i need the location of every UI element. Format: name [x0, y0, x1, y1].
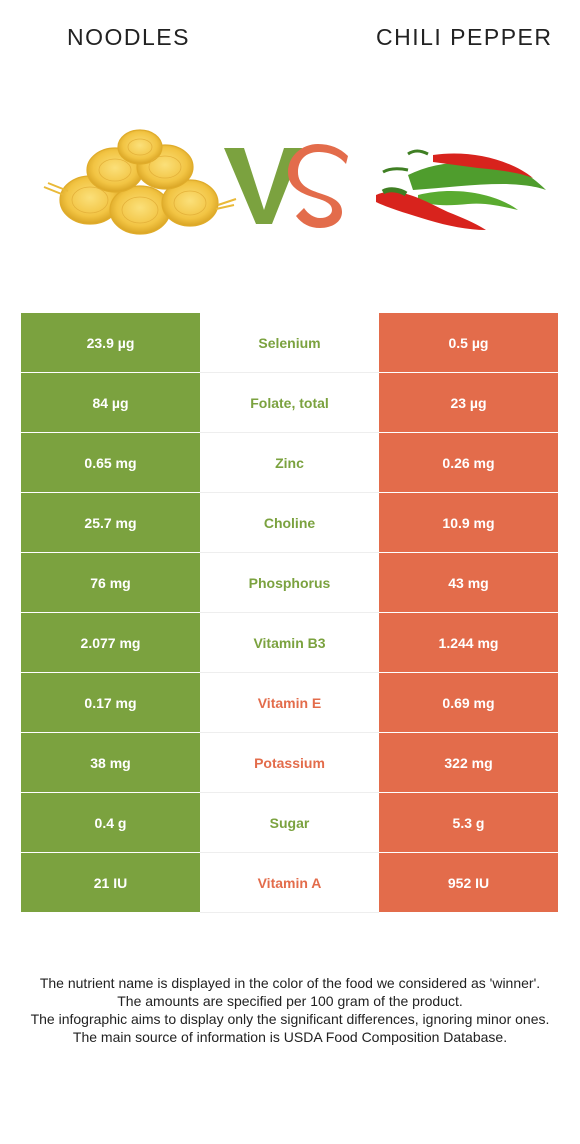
noodles-value: 25.7 mg [21, 492, 200, 553]
note-winner: The nutrient name is displayed in the co… [39, 975, 541, 991]
noodles-value: 38 mg [21, 732, 200, 793]
chili-pepper-value: 5.3 g [379, 792, 558, 853]
table-row: 38 mg Potassium 322 mg [21, 732, 558, 793]
chili-pepper-value: 0.69 mg [379, 672, 558, 733]
nutrient-name: Vitamin E [200, 672, 379, 733]
nutrient-name: Potassium [200, 732, 379, 793]
note-differences: The infographic aims to display only the… [30, 1011, 550, 1027]
table-row: 25.7 mg Choline 10.9 mg [21, 492, 558, 553]
right-food-title: CHILI PEPPER [376, 24, 553, 50]
nutrient-name: Choline [200, 492, 379, 553]
table-row: 2.077 mg Vitamin B3 1.244 mg [21, 612, 558, 673]
chili-pepper-value: 1.244 mg [379, 612, 558, 673]
noodles-value: 2.077 mg [21, 612, 200, 673]
noodles-image [43, 129, 237, 235]
chili-pepper-value: 10.9 mg [379, 492, 558, 553]
note-amounts: The amounts are specified per 100 gram o… [117, 993, 463, 1009]
nutrient-name: Phosphorus [200, 552, 379, 613]
comparison-table: 23.9 µg Selenium 0.5 µg 84 µg Folate, total 2… [21, 313, 558, 913]
vs-label [224, 144, 348, 228]
footnotes: The nutrient name is displayed in the co… [20, 974, 560, 1046]
nutrient-name: Vitamin B3 [200, 612, 379, 673]
noodles-value: 76 mg [21, 552, 200, 613]
nutrient-name: Zinc [200, 432, 379, 493]
noodles-value: 21 IU [21, 852, 200, 913]
chili-pepper-value: 43 mg [379, 552, 558, 613]
noodles-value: 84 µg [21, 372, 200, 433]
nutrient-name: Selenium [200, 313, 379, 373]
noodles-value: 0.4 g [21, 792, 200, 853]
table-row: 0.4 g Sugar 5.3 g [21, 792, 558, 853]
nutrient-name: Folate, total [200, 372, 379, 433]
left-food-title: NOODLES [67, 24, 190, 50]
table-row: 84 µg Folate, total 23 µg [21, 372, 558, 433]
note-source: The main source of information is USDA F… [72, 1029, 508, 1045]
chili-pepper-value: 952 IU [379, 852, 558, 913]
table-row: 0.17 mg Vitamin E 0.69 mg [21, 672, 558, 733]
chili-pepper-image [376, 149, 546, 230]
table-row: 0.65 mg Zinc 0.26 mg [21, 432, 558, 493]
noodles-value: 0.17 mg [21, 672, 200, 733]
chili-pepper-value: 0.26 mg [379, 432, 558, 493]
nutrient-name: Vitamin A [200, 852, 379, 913]
noodles-value: 23.9 µg [21, 313, 200, 373]
table-row: 21 IU Vitamin A 952 IU [21, 852, 558, 913]
table-row: 23.9 µg Selenium 0.5 µg [21, 313, 558, 373]
chili-pepper-value: 23 µg [379, 372, 558, 433]
noodles-value: 0.65 mg [21, 432, 200, 493]
chili-pepper-value: 322 mg [379, 732, 558, 793]
table-row: 76 mg Phosphorus 43 mg [21, 552, 558, 613]
chili-pepper-value: 0.5 µg [379, 313, 558, 373]
nutrient-name: Sugar [200, 792, 379, 853]
